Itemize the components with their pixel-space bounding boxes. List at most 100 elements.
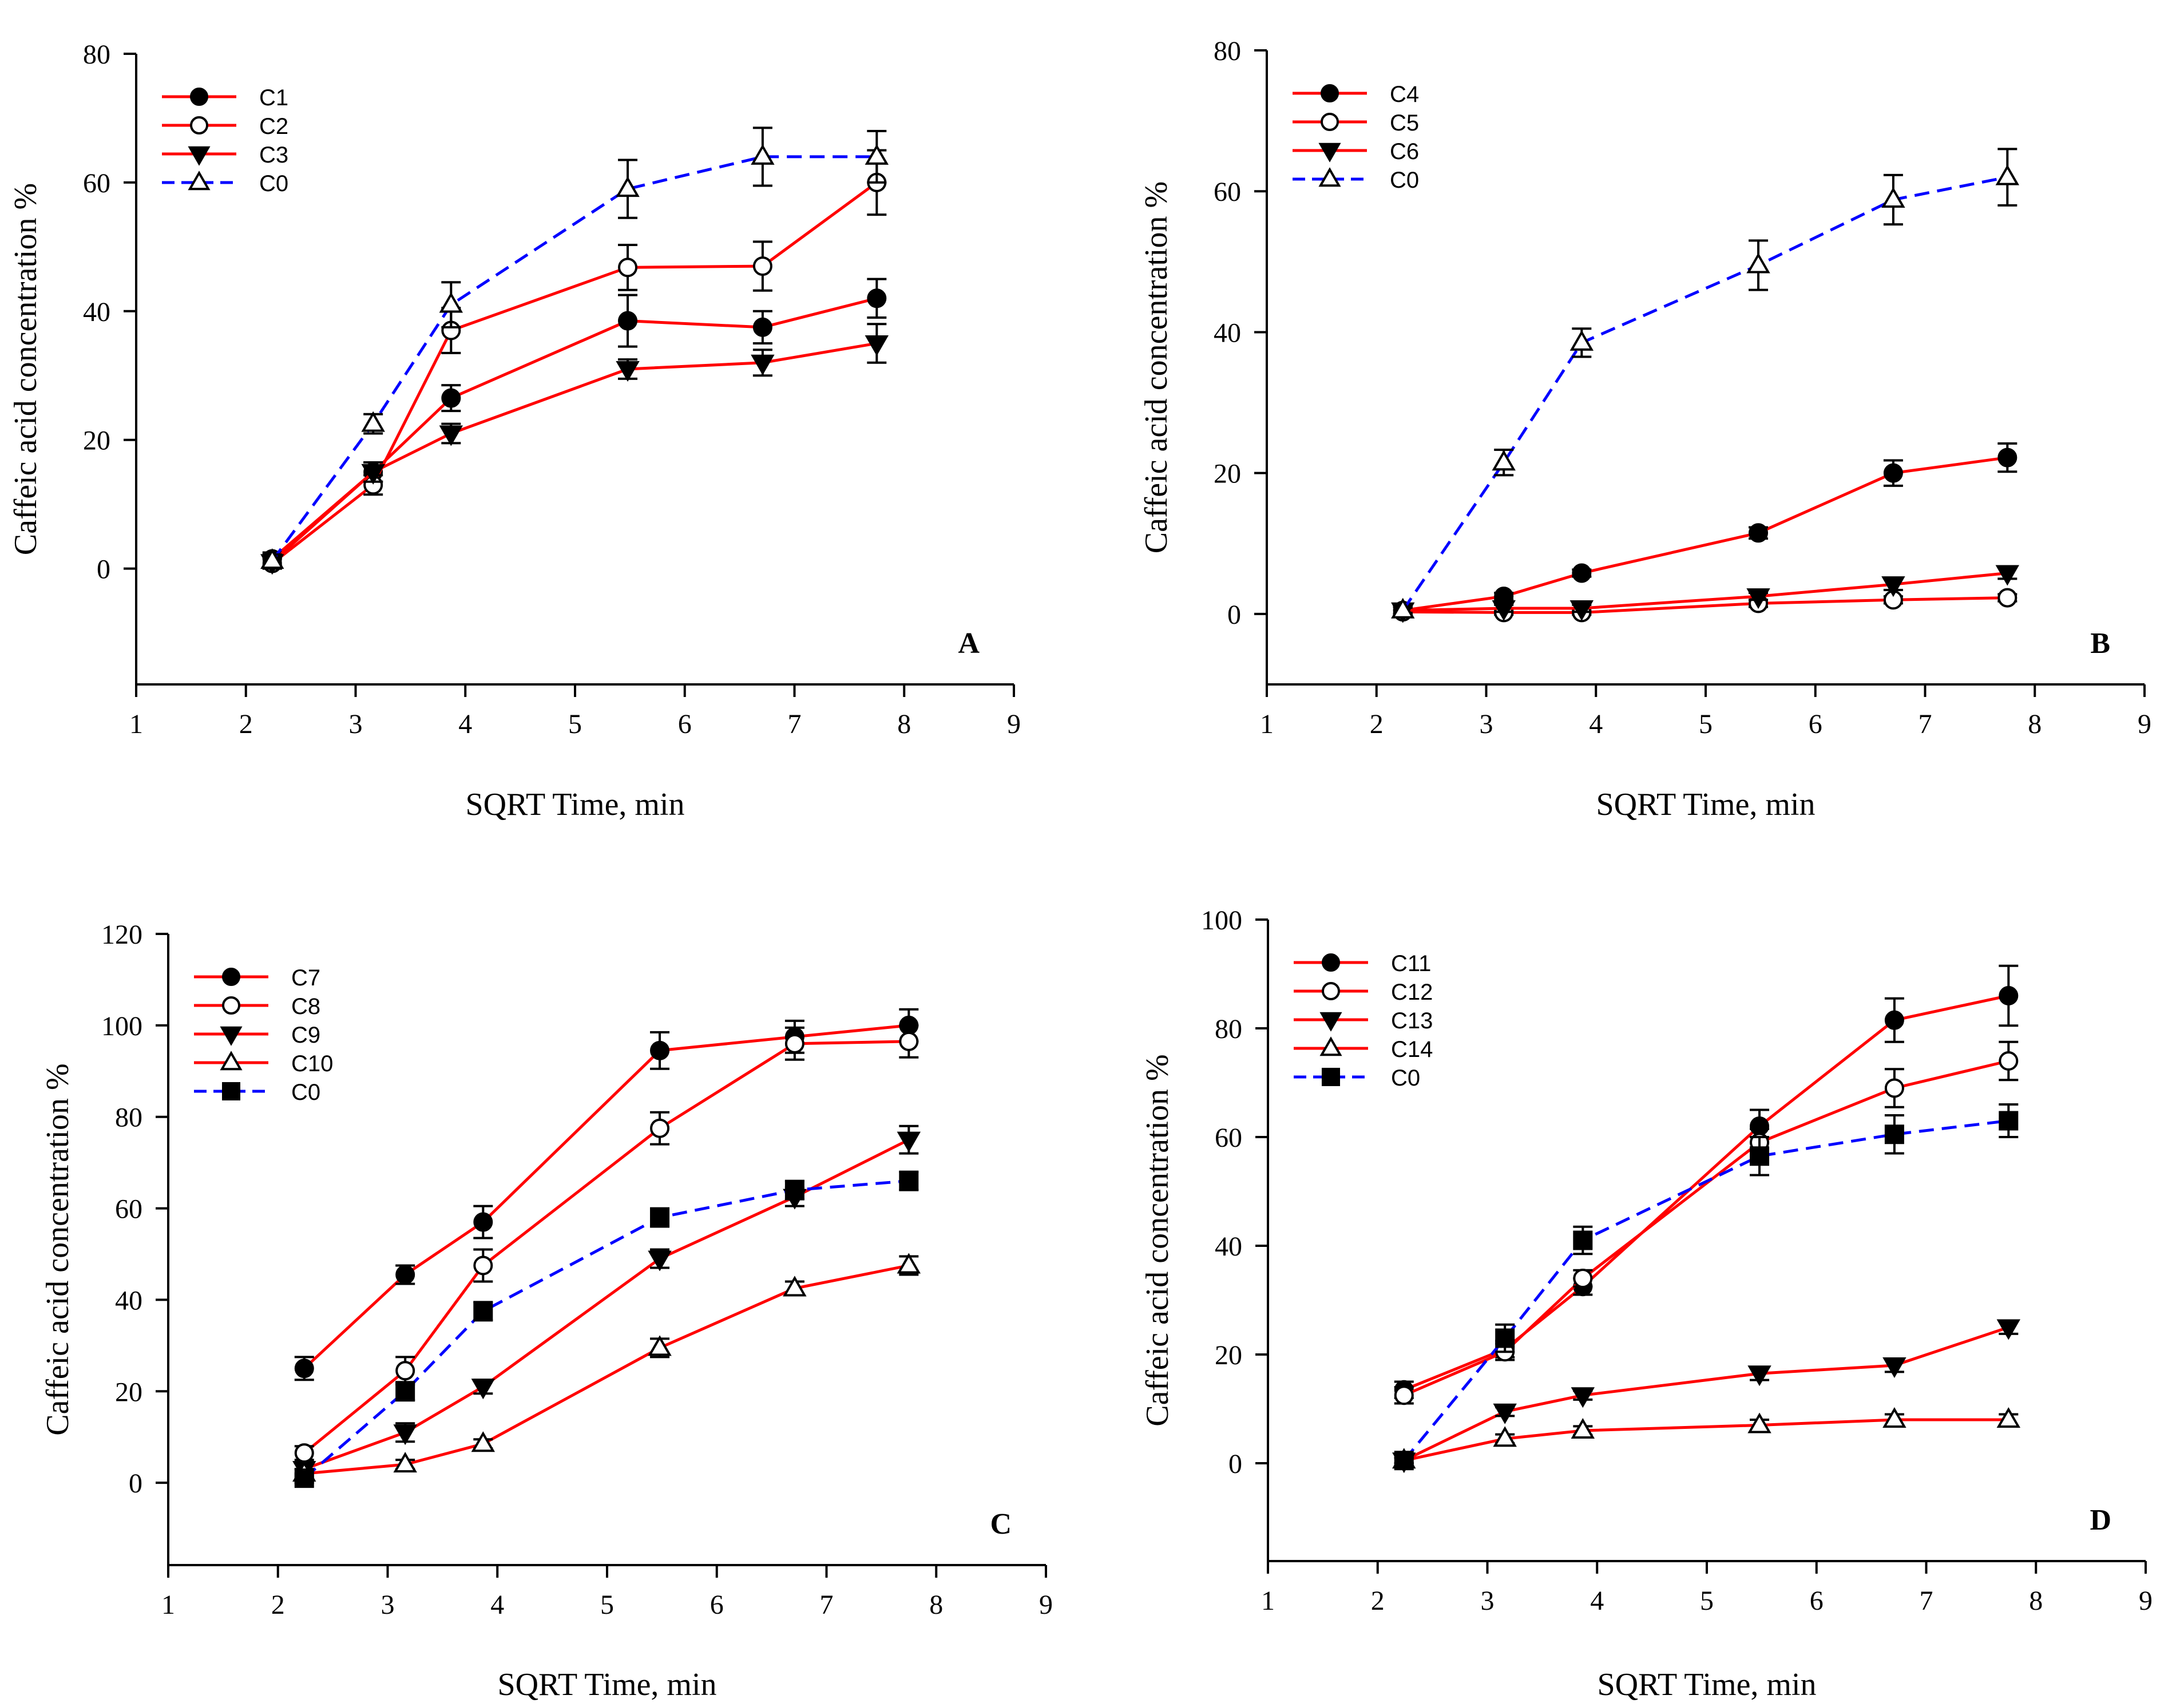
legend-marker [1322,982,1340,1000]
panel-b: 1 2 3 4 5 6 7 8 9 0 20 40 60 80 SQRT Time, min Caffeic … [1139,36,2151,822]
data-point [439,292,463,313]
legend-marker [1321,84,1339,102]
y-tick-label: 80 [1214,36,1241,66]
y-axis-label: Caffeic acid concentration % [1139,181,1174,553]
panel-d: 1 2 3 4 5 6 7 8 9 0 20 40 60 80 100 SQRT Time, min Caffe… [1140,905,2153,1702]
data-point [1884,1124,1904,1144]
legend-label: C5 [1390,110,1419,136]
x-tick-label: 8 [2029,1586,2043,1616]
legend-entry-c4: C4 [1293,82,1419,107]
data-point [618,311,638,331]
data-point [361,464,385,485]
data-point [1884,1078,1904,1098]
data-point [650,1207,670,1227]
x-tick-label: 8 [897,709,911,739]
x-tick-label: 9 [2139,1586,2153,1616]
series-line [1402,571,2008,612]
series-line [271,342,877,564]
x-tick-label: 4 [490,1590,504,1620]
legend-marker [1321,113,1339,131]
x-tick-label: 6 [1810,1586,1824,1616]
series-line [1402,456,2008,612]
data-point [648,1250,672,1272]
x-axis-label: SQRT Time, min [1596,787,1815,822]
legend-entry-c8: C8 [194,994,320,1019]
x-tick-label: 9 [1039,1590,1053,1620]
y-tick-label: 80 [115,1103,142,1133]
y-tick-label: 20 [115,1377,142,1407]
data-point [1746,588,1770,609]
legend-label: C3 [259,142,288,168]
data-point [897,1131,921,1153]
data-point [1999,1111,2019,1131]
data-point [1492,600,1516,621]
y-tick-label: 80 [1215,1014,1242,1044]
y-tick-label: 20 [1215,1340,1242,1371]
x-tick-label: 7 [820,1590,834,1620]
series-line [1404,1418,2009,1462]
panel-label: C [990,1508,1012,1540]
panel-label: B [2090,627,2110,660]
y-tick-label: 60 [83,168,110,199]
legend-marker [222,996,240,1015]
y-tick-label: 0 [97,555,110,585]
series-line [304,1264,909,1475]
x-axis-label: SQRT Time, min [465,787,684,822]
data-point [393,1452,417,1473]
data-point [1747,1365,1771,1387]
series-line [303,1179,909,1480]
data-point [618,258,638,278]
data-point [784,1180,804,1200]
legend-marker [188,171,211,191]
legend-marker [1319,1036,1342,1056]
legend-marker [188,146,211,166]
data-point [1495,1328,1515,1348]
panel-c: 1 2 3 4 5 6 7 8 9 0 20 40 60 80 100 120 SQRT Time, min Ca… [40,920,1053,1702]
legend-entry-c12: C12 [1294,980,1433,1005]
data-point [395,1265,415,1285]
legend-marker [1322,1068,1340,1086]
series-c0 [1394,1103,2019,1471]
x-tick-label: 5 [568,709,582,739]
legend-label: C0 [1390,168,1419,193]
legend-label: C0 [1391,1066,1420,1091]
x-tick-label: 1 [129,709,143,739]
legend-entry-c1: C1 [162,85,288,110]
x-tick-label: 7 [1920,1586,1933,1616]
legend-entry-c0: C0 [1294,1066,1420,1091]
x-tick-label: 7 [788,709,802,739]
y-tick-label: 40 [1215,1231,1242,1262]
y-tick-label: 80 [83,39,110,70]
data-point [751,354,775,375]
data-point [1883,463,1903,483]
x-tick-label: 4 [458,709,472,739]
x-tick-label: 6 [710,1590,724,1620]
data-point [294,1443,314,1463]
y-axis-label: Caffeic acid concentration % [40,1063,76,1435]
data-point [1492,450,1516,471]
y-tick-label: 60 [1214,177,1241,207]
data-point [1999,1051,2019,1071]
x-tick-label: 5 [600,1590,614,1620]
data-point [752,256,772,276]
data-point [441,388,461,408]
data-point [1997,447,2017,468]
data-point [616,176,640,197]
data-point [1391,597,1415,619]
y-axis-label: Caffeic acid concentration % [1140,1054,1175,1426]
series-line [271,181,878,565]
y-tick-label: 100 [101,1011,142,1041]
panel-label: A [958,627,980,660]
data-point [897,1253,921,1274]
y-axis-label: Caffeic acid concentration % [8,183,43,555]
data-point [752,317,772,337]
data-point [1571,1387,1595,1408]
x-axis-label: SQRT Time, min [497,1667,716,1702]
legend-label: C0 [291,1080,320,1105]
data-point [865,335,889,357]
legend-marker [1318,142,1341,163]
x-tick-label: 7 [1919,709,1932,739]
series-c0 [260,126,889,569]
data-point [648,1335,672,1356]
legend-marker [1319,1012,1342,1032]
